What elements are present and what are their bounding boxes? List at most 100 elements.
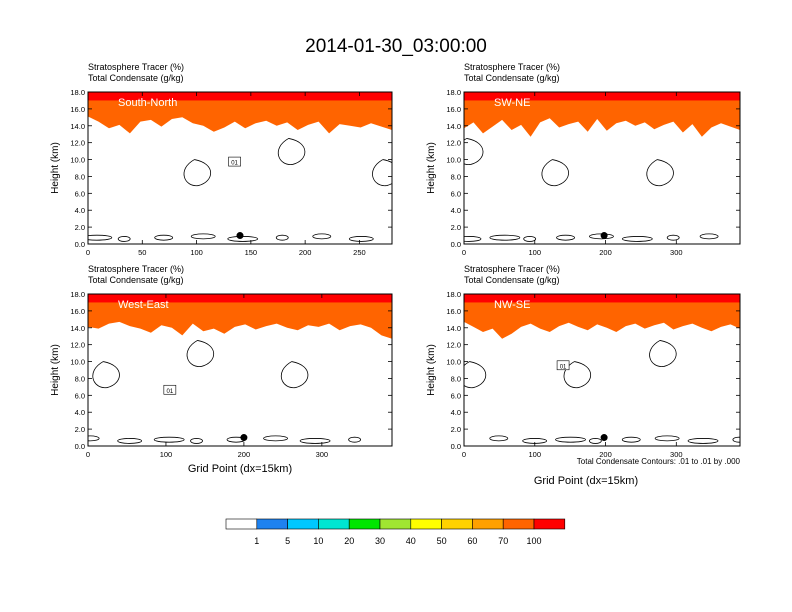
contour-line: [117, 236, 131, 242]
contour-line: [464, 361, 487, 388]
x-tick-label: 50: [138, 248, 146, 257]
plot-area: 01: [88, 92, 392, 244]
y-tick-label: 0.0: [75, 240, 85, 249]
panel-title-condensate: Total Condensate (g/kg): [88, 73, 184, 83]
panel-nw-se: 01 NW-SE Stratosphere Tracer (%)Total Cond…: [426, 264, 741, 459]
y-tick-label: 0.0: [451, 240, 461, 249]
y-tick-label: 14.0: [70, 324, 85, 333]
colorbar-label: 1: [254, 536, 259, 546]
y-tick-label: 12.0: [446, 139, 461, 148]
colorbar-swatch: [287, 518, 319, 530]
x-tick-label: 250: [353, 248, 366, 257]
colorbar-label: 40: [406, 536, 416, 546]
y-axis-label: Height (km): [50, 344, 61, 396]
y-tick-label: 8.0: [75, 172, 85, 181]
y-tick-label: 6.0: [75, 189, 85, 198]
tracer-band: [88, 92, 392, 134]
panel-label: NW-SE: [494, 299, 530, 311]
y-tick-label: 18.0: [446, 290, 461, 299]
contour-line: [621, 436, 641, 443]
tracer-band: [88, 294, 392, 339]
y-tick-label: 16.0: [70, 105, 85, 114]
colorbar-swatch: [410, 518, 442, 530]
panel-title-tracer: Stratosphere Tracer (%): [464, 264, 560, 274]
contour-line: [88, 435, 100, 442]
x-tick-label: 200: [599, 450, 612, 459]
x-axis-label-right: Grid Point (dx=15km): [534, 475, 638, 487]
y-tick-label: 16.0: [70, 307, 85, 316]
contour-line: [275, 234, 289, 241]
x-tick-label: 300: [670, 450, 683, 459]
contour-label: 01: [167, 389, 174, 395]
y-tick-label: 4.0: [451, 408, 461, 417]
y-tick-label: 2.0: [451, 223, 461, 232]
x-tick-label: 100: [529, 450, 542, 459]
y-tick-label: 2.0: [451, 425, 461, 434]
y-tick-label: 4.0: [75, 206, 85, 215]
panel-label: South-North: [118, 97, 177, 109]
contour-line: [183, 159, 212, 186]
contour-line: [464, 138, 484, 165]
location-marker: [600, 434, 608, 442]
contour-line: [263, 435, 288, 442]
tracer-band: [464, 92, 740, 137]
tracer-band-max: [88, 92, 392, 101]
y-tick-label: 8.0: [451, 172, 461, 181]
y-tick-label: 2.0: [75, 223, 85, 232]
contour-line: [464, 236, 482, 242]
x-tick-label: 0: [86, 248, 90, 257]
contour-label-box: [228, 156, 241, 167]
figure-title: 2014-01-30_03:00:00: [305, 36, 487, 57]
colorbar-swatch: [256, 518, 288, 530]
y-axis-label: Height (km): [50, 142, 61, 194]
contour-line: [88, 234, 113, 241]
colorbar-swatch: [441, 518, 473, 530]
contour-label: 01: [231, 161, 238, 167]
contour-line: [646, 159, 674, 186]
contour-line: [190, 233, 216, 240]
y-tick-label: 18.0: [446, 88, 461, 97]
x-tick-label: 100: [190, 248, 203, 257]
contour-line: [588, 438, 602, 444]
contour-label-box: [163, 384, 177, 395]
x-axis-label-left: Grid Point (dx=15km): [188, 463, 292, 475]
contour-line: [621, 236, 653, 242]
plot-area: [464, 92, 740, 244]
x-tick-label: 150: [245, 248, 258, 257]
colorbar-label: 10: [313, 536, 323, 546]
tracer-band-max: [88, 294, 392, 303]
y-tick-label: 10.0: [70, 156, 85, 165]
contour-line: [277, 138, 306, 165]
plot-frame: [87, 91, 393, 245]
contour-label: 01: [560, 364, 567, 370]
colorbar-swatch: [472, 518, 504, 530]
colorbar-label: 30: [375, 536, 385, 546]
y-tick-label: 18.0: [70, 290, 85, 299]
colorbar-label: 100: [526, 536, 541, 546]
panel-title-condensate: Total Condensate (g/kg): [88, 275, 184, 285]
contour-line: [489, 234, 521, 241]
panel-label: West-East: [118, 299, 169, 311]
y-axis-label: Height (km): [426, 142, 437, 194]
x-tick-label: 0: [462, 248, 466, 257]
y-tick-label: 10.0: [446, 358, 461, 367]
x-tick-label: 100: [529, 248, 542, 257]
y-tick-label: 8.0: [451, 374, 461, 383]
y-tick-label: 10.0: [446, 156, 461, 165]
panel-sw-ne: SW-NE Stratosphere Tracer (%)Total Conden…: [426, 62, 741, 257]
contour-line: [190, 438, 203, 444]
contour-label-box: [556, 360, 570, 371]
panel-west-east: 01 West-East Stratosphere Tracer (%)Total …: [50, 264, 393, 459]
colorbar-swatch: [502, 518, 535, 530]
x-tick-label: 200: [299, 248, 312, 257]
panel-title-condensate: Total Condensate (g/kg): [464, 73, 560, 83]
location-marker: [240, 434, 248, 442]
panel-title-tracer: Stratosphere Tracer (%): [88, 62, 184, 72]
panel-south-north: 01 South-North Stratosphere Tracer (%)Tota…: [50, 62, 393, 257]
y-tick-label: 16.0: [446, 307, 461, 316]
colorbar-label: 50: [437, 536, 447, 546]
contour-note: Total Condensate Contours: .01 to .01 by…: [577, 457, 741, 466]
y-tick-label: 6.0: [451, 189, 461, 198]
